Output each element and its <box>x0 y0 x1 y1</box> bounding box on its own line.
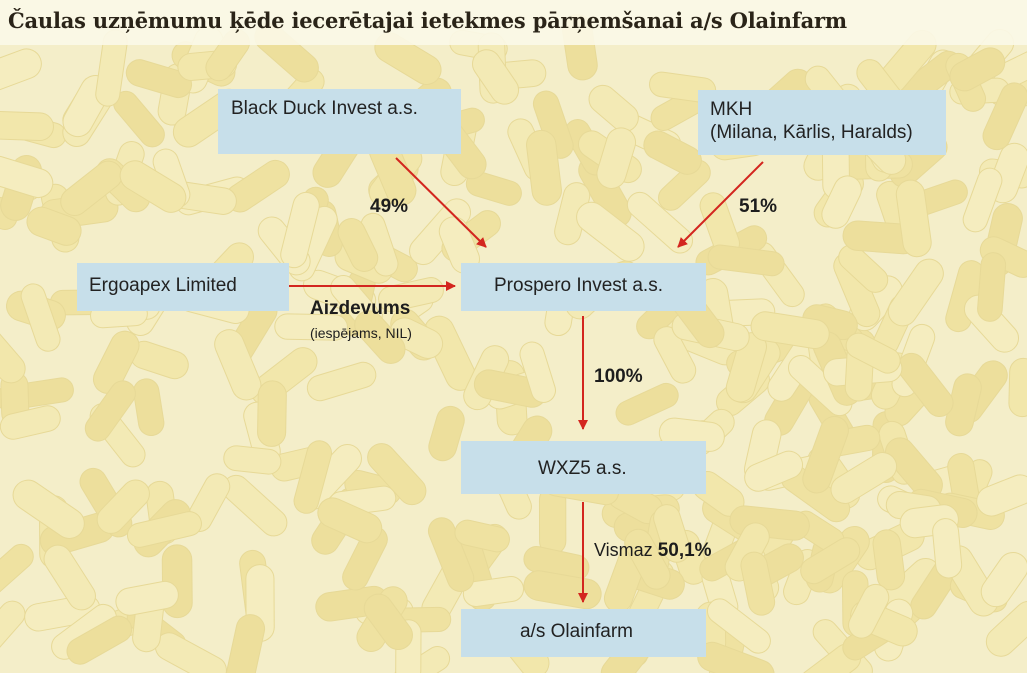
share-label-value: 50,1% <box>657 540 712 561</box>
entity-mkh: MKH (Milana, Kārlis, Haralds) <box>698 90 946 155</box>
share-label-mkh: 51% <box>739 196 778 217</box>
entity-black-duck-invest-label: Black Duck Invest a.s. <box>231 98 418 119</box>
diagram-title: Čaulas uzņēmumu ķēde iecerētajai ietekme… <box>8 8 847 33</box>
entity-black-duck-invest: Black Duck Invest a.s. <box>218 89 461 154</box>
entity-mkh-label: MKH <box>710 99 753 120</box>
arrow-black-duck-to-prospero <box>395 157 487 248</box>
entity-ergoapex-limited: Ergoapex Limited <box>77 263 289 311</box>
entity-wxz5-label: WXZ5 a.s. <box>538 458 627 479</box>
entity-prospero-label: Prospero Invest a.s. <box>494 275 663 296</box>
share-label-wxz5-olainfarm: Vismaz 50,1% <box>594 540 712 562</box>
entity-prospero-invest: Prospero Invest a.s. <box>461 263 706 311</box>
arrow-mkh-to-prospero <box>677 161 764 248</box>
entity-mkh-members: (Milana, Kārlis, Haralds) <box>710 122 913 143</box>
loan-label: Aizdevums <box>310 298 411 319</box>
entity-olainfarm-label: a/s Olainfarm <box>520 621 633 642</box>
loan-note: (iespējams, NIL) <box>310 325 412 341</box>
entity-ergoapex-label: Ergoapex Limited <box>89 275 237 296</box>
entity-olainfarm: a/s Olainfarm <box>461 609 706 657</box>
entity-wxz5: WXZ5 a.s. <box>461 441 706 494</box>
share-label-prospero-wxz5: 100% <box>594 366 643 387</box>
share-label-black-duck: 49% <box>370 196 409 217</box>
share-label-prefix: Vismaz <box>594 540 653 560</box>
